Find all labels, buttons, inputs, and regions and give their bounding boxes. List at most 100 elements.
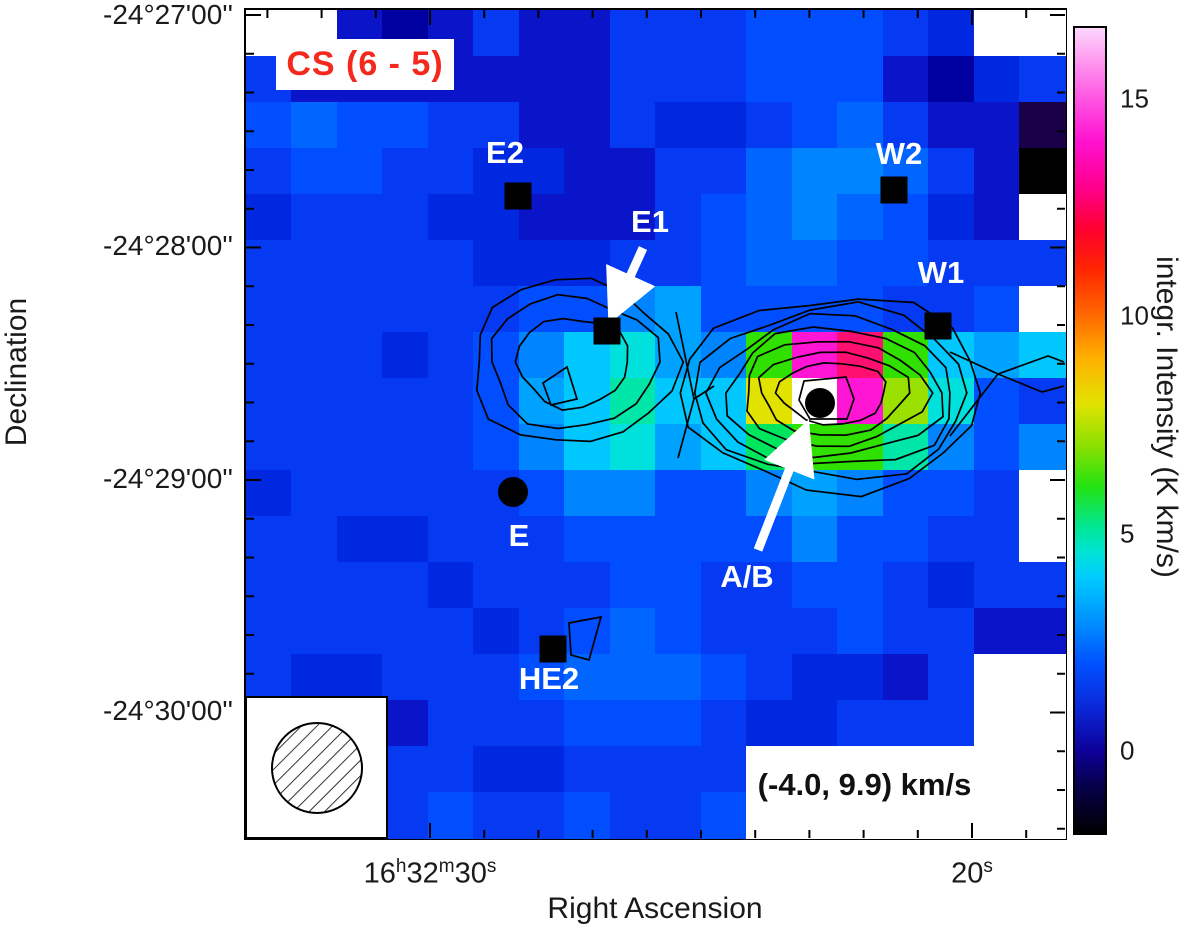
heatmap-cell bbox=[337, 516, 384, 563]
heatmap-cell bbox=[519, 608, 566, 655]
heatmap-cell bbox=[428, 700, 475, 747]
heatmap-cell bbox=[974, 378, 1021, 425]
source-label: W1 bbox=[917, 255, 965, 290]
heatmap-cell bbox=[928, 654, 975, 701]
heatmap-cell bbox=[974, 470, 1021, 517]
heatmap-cell bbox=[792, 240, 839, 287]
heatmap-cell bbox=[883, 10, 930, 57]
heatmap-cell bbox=[655, 148, 702, 195]
heatmap-cell bbox=[928, 562, 975, 609]
heatmap-cell bbox=[974, 654, 1021, 701]
heatmap-cell bbox=[1019, 240, 1066, 287]
heatmap-cell bbox=[246, 516, 293, 563]
heatmap-cell bbox=[701, 700, 748, 747]
heatmap-cell bbox=[564, 286, 611, 333]
heatmap-cell bbox=[337, 102, 384, 149]
heatmap-cell bbox=[519, 378, 566, 425]
heatmap-cell bbox=[473, 746, 520, 793]
line-transition-badge: CS (6 - 5) bbox=[276, 39, 454, 90]
heatmap-cell bbox=[1019, 286, 1066, 333]
heatmap-cell bbox=[1019, 10, 1066, 57]
heatmap-cell bbox=[519, 516, 566, 563]
heatmap-cell bbox=[519, 102, 566, 149]
heatmap-cell bbox=[519, 470, 566, 517]
heatmap-cell bbox=[928, 194, 975, 241]
heatmap-cell bbox=[246, 286, 293, 333]
heatmap-cell bbox=[701, 792, 748, 839]
heatmap-cell bbox=[382, 516, 429, 563]
heatmap-cell bbox=[610, 562, 657, 609]
heatmap-cell bbox=[1019, 516, 1066, 563]
heatmap-cell bbox=[564, 148, 611, 195]
heatmap-cell bbox=[610, 240, 657, 287]
heatmap-cell bbox=[610, 10, 657, 57]
heatmap-cell bbox=[746, 424, 793, 471]
heatmap-cell bbox=[564, 10, 611, 57]
heatmap-cell bbox=[746, 56, 793, 103]
heatmap-cell bbox=[246, 148, 293, 195]
heatmap-cell bbox=[655, 654, 702, 701]
heatmap-cell bbox=[564, 332, 611, 379]
heatmap-cell bbox=[701, 102, 748, 149]
heatmap-cell bbox=[246, 470, 293, 517]
heatmap-cell bbox=[291, 286, 338, 333]
heatmap-cell bbox=[655, 746, 702, 793]
source-label: E bbox=[508, 518, 530, 553]
heatmap-cell bbox=[837, 10, 884, 57]
heatmap-cell bbox=[382, 746, 429, 793]
heatmap-cell bbox=[792, 102, 839, 149]
heatmap-cell bbox=[610, 654, 657, 701]
heatmap-cell bbox=[291, 516, 338, 563]
heatmap-cell bbox=[519, 332, 566, 379]
heatmap-cell bbox=[792, 424, 839, 471]
heatmap-cell bbox=[337, 700, 384, 747]
heatmap-cell bbox=[382, 194, 429, 241]
heatmap-cell bbox=[382, 792, 429, 839]
heatmap-cell bbox=[428, 792, 475, 839]
heatmap-cell bbox=[883, 378, 930, 425]
colorbar-tick-label: 0 bbox=[1120, 735, 1135, 766]
heatmap-cell bbox=[792, 654, 839, 701]
heatmap-cell bbox=[291, 102, 338, 149]
heatmap-cell bbox=[792, 608, 839, 655]
heatmap-cell bbox=[837, 286, 884, 333]
line-transition-label: CS (6 - 5) bbox=[286, 45, 444, 83]
heatmap-cell bbox=[291, 148, 338, 195]
heatmap-cell bbox=[1019, 332, 1066, 379]
heatmap-cell bbox=[883, 240, 930, 287]
heatmap-cell bbox=[337, 746, 384, 793]
heatmap-cell bbox=[928, 56, 975, 103]
heatmap-cell bbox=[291, 194, 338, 241]
heatmap-cell bbox=[428, 424, 475, 471]
heatmap-cell bbox=[837, 470, 884, 517]
heatmap-cell bbox=[428, 286, 475, 333]
heatmap-cell bbox=[564, 424, 611, 471]
heatmap-cell bbox=[837, 516, 884, 563]
heatmap-cell bbox=[291, 332, 338, 379]
heatmap-cell bbox=[974, 700, 1021, 747]
heatmap-cell bbox=[564, 102, 611, 149]
velocity-range-badge: (-4.0, 9.9) km/s bbox=[758, 757, 971, 812]
heatmap-cell bbox=[883, 286, 930, 333]
heatmap-cell bbox=[1019, 654, 1066, 701]
heatmap-cell bbox=[655, 10, 702, 57]
heatmap-cell bbox=[337, 194, 384, 241]
heatmap-cell bbox=[564, 562, 611, 609]
heatmap-cell bbox=[428, 102, 475, 149]
heatmap-cell bbox=[564, 746, 611, 793]
heatmap-cell bbox=[655, 700, 702, 747]
heatmap-cell bbox=[883, 470, 930, 517]
heatmap-cell bbox=[974, 792, 1021, 839]
heatmap-cell bbox=[928, 608, 975, 655]
heatmap-cell bbox=[792, 56, 839, 103]
heatmap-cell bbox=[1019, 102, 1066, 149]
heatmap-cell bbox=[1019, 792, 1066, 839]
heatmap-cell bbox=[519, 792, 566, 839]
heatmap-cell bbox=[337, 470, 384, 517]
heatmap-cell bbox=[1019, 562, 1066, 609]
heatmap-cell bbox=[519, 746, 566, 793]
heatmap-cell bbox=[246, 378, 293, 425]
heatmap-cell bbox=[1019, 700, 1066, 747]
heatmap-cell bbox=[473, 286, 520, 333]
heatmap-cell bbox=[883, 700, 930, 747]
